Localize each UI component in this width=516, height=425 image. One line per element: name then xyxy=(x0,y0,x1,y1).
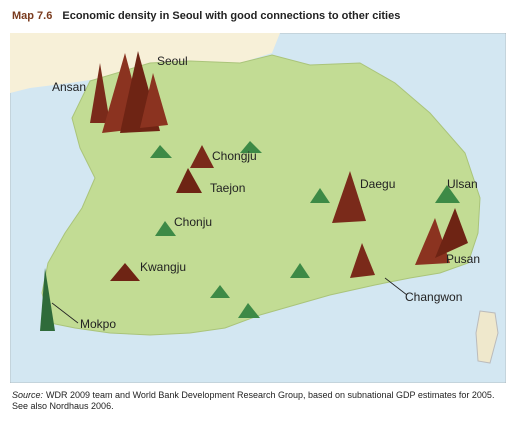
city-label: Changwon xyxy=(405,290,462,304)
spike xyxy=(435,185,460,203)
spike xyxy=(350,243,375,278)
leader-line xyxy=(384,277,408,296)
header: Map 7.6 Economic density in Seoul with go… xyxy=(12,10,400,22)
spike xyxy=(140,73,168,128)
spike xyxy=(332,171,366,223)
spike xyxy=(40,268,55,331)
map-title: Economic density in Seoul with good conn… xyxy=(62,10,401,22)
spike xyxy=(150,145,172,158)
city-label: Ulsan xyxy=(447,177,478,191)
source-prefix: Source: xyxy=(12,390,44,400)
spike xyxy=(190,145,214,168)
city-label: Daegu xyxy=(360,177,395,191)
spike xyxy=(90,63,110,123)
leader-line xyxy=(51,302,79,324)
spike xyxy=(435,208,468,258)
spike xyxy=(310,188,330,203)
density-spikes xyxy=(40,51,468,331)
spike xyxy=(238,303,260,318)
spike xyxy=(240,141,262,153)
spike xyxy=(290,263,310,278)
spike xyxy=(155,221,176,236)
city-label: Taejon xyxy=(210,181,245,195)
city-label: Ansan xyxy=(52,80,86,94)
city-label: Mokpo xyxy=(80,317,116,331)
source-text: WDR 2009 team and World Bank Development… xyxy=(12,390,495,411)
spike xyxy=(110,263,140,281)
island xyxy=(475,310,499,364)
map: Seoul Ansan Chongju Taejon Daegu Ulsan C… xyxy=(10,33,506,383)
source-note: Source: WDR 2009 team and World Bank Deve… xyxy=(12,390,502,412)
city-label: Kwangju xyxy=(140,260,186,274)
city-label: Chongju xyxy=(212,149,257,163)
city-label: Chonju xyxy=(174,215,212,229)
north-land xyxy=(10,33,280,93)
city-label: Seoul xyxy=(157,54,188,68)
spike xyxy=(176,168,202,193)
city-label: Pusan xyxy=(446,252,480,266)
map-number: Map 7.6 xyxy=(12,10,53,22)
spike xyxy=(210,285,230,298)
